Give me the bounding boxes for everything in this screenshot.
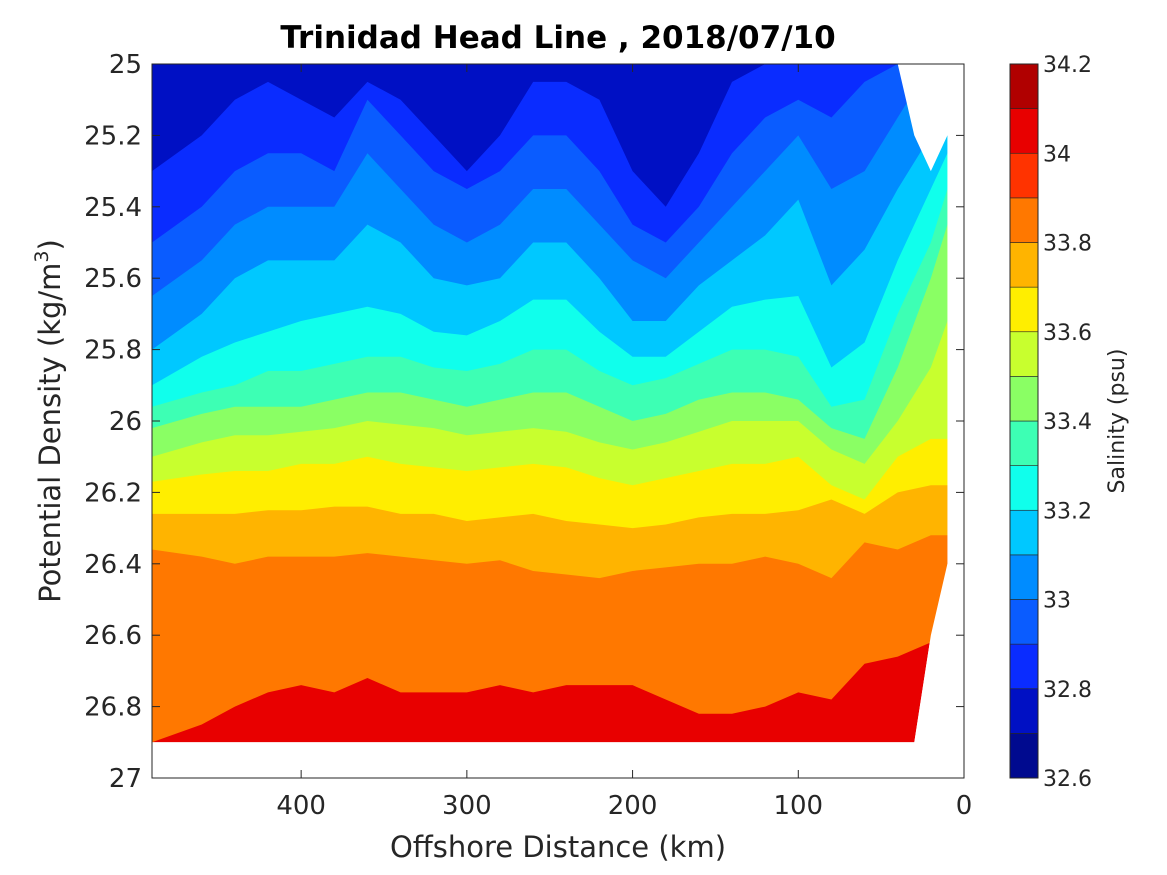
colorbar-label: Salinity (psu) xyxy=(1105,349,1130,494)
x-tick-label: 200 xyxy=(608,791,658,821)
y-tick-label: 25 xyxy=(109,50,142,80)
colorbar-tick-label: 34.2 xyxy=(1043,53,1092,78)
y-axis: 25 25.2 25.4 25.6 25.8 26 26.2 26.4 26.6 26.8 27 xyxy=(84,50,964,794)
y-axis-label-base: Potential Density (kg/m xyxy=(33,263,67,603)
colorbar-segment xyxy=(1009,63,1039,109)
colorbar-tick-label: 34 xyxy=(1043,142,1071,167)
y-axis-label-superscript: 3 xyxy=(31,250,53,262)
no-data-mask-bottom xyxy=(152,563,964,778)
colorbar-segment xyxy=(1009,465,1039,511)
contour-band-32.8 xyxy=(152,64,948,207)
colorbar-segment xyxy=(1009,286,1039,333)
y-axis-label: Potential Density (kg/m3) xyxy=(31,239,67,603)
no-data-mask-right xyxy=(947,64,964,778)
y-tick-label: 26.2 xyxy=(84,478,142,508)
colorbar-segment xyxy=(1009,554,1039,600)
colorbar-segment xyxy=(1009,688,1039,734)
colorbar-segment xyxy=(1009,152,1039,199)
colorbar-segment xyxy=(1009,420,1039,466)
colorbar-segment xyxy=(1009,242,1039,288)
contour-band-32.9 xyxy=(152,64,948,243)
colorbar-tick-label: 33.2 xyxy=(1043,499,1092,524)
x-tick-label: 100 xyxy=(773,791,823,821)
x-tick-label: 300 xyxy=(442,791,492,821)
colorbar-segment xyxy=(1009,733,1039,779)
colorbar-segment xyxy=(1009,509,1039,556)
colorbar-tick-label: 32.8 xyxy=(1043,678,1092,703)
y-tick-label: 27 xyxy=(109,764,142,794)
colorbar-segment xyxy=(1009,643,1039,690)
x-axis-label: Offshore Distance (km) xyxy=(390,830,726,864)
y-tick-label: 26 xyxy=(109,407,142,437)
y-tick-label: 25.8 xyxy=(84,336,142,366)
y-tick-label: 26.6 xyxy=(84,621,142,651)
colorbar-segment xyxy=(1009,108,1039,154)
chart-title: Trinidad Head Line , 2018/07/10 xyxy=(280,20,835,56)
colorbar-tick-label: 33.8 xyxy=(1043,232,1092,257)
colorbar-tick-label: 32.6 xyxy=(1043,767,1092,792)
x-tick-label: 400 xyxy=(276,791,326,821)
colorbar-segment xyxy=(1009,376,1039,422)
colorbar-frame xyxy=(1009,63,1039,779)
y-tick-label: 26.4 xyxy=(84,550,142,580)
colorbar-tick-label: 33 xyxy=(1043,589,1071,614)
colorbar-segment xyxy=(1009,331,1039,377)
y-tick-label: 25.2 xyxy=(84,121,142,151)
y-tick-label: 26.8 xyxy=(84,693,142,723)
colorbar-tick-label: 33.4 xyxy=(1043,410,1092,435)
colorbar-segment xyxy=(1009,197,1039,243)
colorbar: 32.6 32.8 33 33.2 33.4 33.6 33.8 34 34.2 xyxy=(1009,53,1092,792)
x-tick-label: 0 xyxy=(956,791,973,821)
y-tick-label: 25.6 xyxy=(84,264,142,294)
contour-fill-layer xyxy=(152,64,964,778)
y-axis-label-close: ) xyxy=(33,239,67,250)
y-tick-label: 25.4 xyxy=(84,193,142,223)
x-axis: 400 300 200 100 0 xyxy=(276,64,972,821)
colorbar-segment xyxy=(1009,599,1039,645)
colorbar-tick-label: 33.6 xyxy=(1043,321,1092,346)
